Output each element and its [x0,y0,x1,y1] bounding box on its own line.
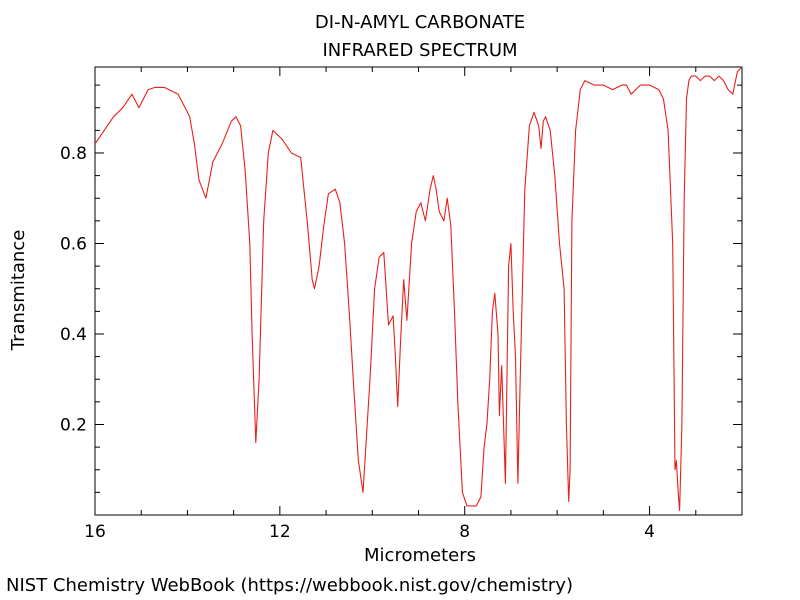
y-tick-label: 0.4 [60,325,87,345]
source-credit: NIST Chemistry WebBook (https://webbook.… [6,575,573,596]
x-tick-label: 4 [644,522,655,542]
spectrum-line [94,66,743,512]
x-axis-label: Micrometers [364,545,476,566]
x-axis-ticks: 16 12 8 4 [84,67,743,542]
y-tick-label: 0.2 [60,415,87,435]
x-tick-label: 12 [269,522,291,542]
x-tick-label: 16 [84,522,106,542]
y-tick-label: 0.8 [60,144,87,164]
x-tick-label: 8 [459,522,470,542]
chart-subtitle: INFRARED SPECTRUM [322,40,517,61]
plot-frame [94,66,743,516]
y-axis-ticks: 0.8 0.6 0.4 0.2 [60,84,742,493]
chart-title: DI-N-AMYL CARBONATE [315,12,525,33]
y-axis-label: Transmitance [8,230,29,352]
y-tick-label: 0.6 [60,234,87,254]
